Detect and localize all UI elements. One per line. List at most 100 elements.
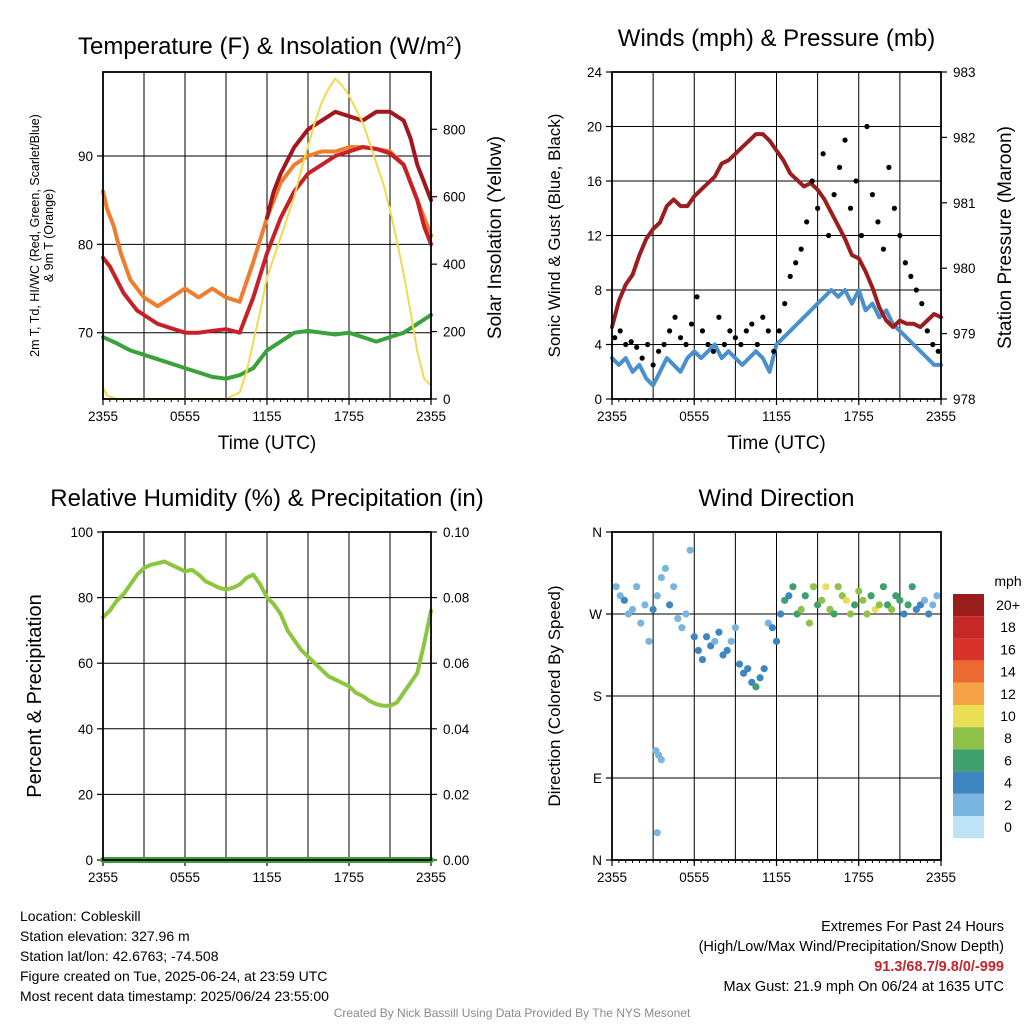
legend-swatch [953,660,984,683]
data-point [785,592,793,600]
data-point [834,583,842,591]
elevation-text: Station elevation: 327.96 m [20,928,190,944]
y-tick-label: 0 [85,853,93,868]
extremes-panel: Extremes For Past 24 Hours (High/Low/Max… [699,917,1004,997]
data-point [688,321,695,327]
data-point [657,573,665,582]
data-point [809,178,815,184]
x-axis-label: Time (UTC) [727,433,826,454]
legend-swatch [953,727,984,750]
x-tick-label: 2355 [88,870,118,885]
y-right-tick-label: 0.06 [443,656,469,671]
y-right-tick-label: 200 [443,325,466,340]
y-axis-label: Percent & Precipitation [24,594,46,797]
data-point [900,610,908,618]
data-point [847,205,854,211]
data-point [760,314,766,320]
legend-label: 8 [1004,730,1012,746]
chart-temp: 70 80 90 0 200 400 600 800 2355 0555 1155 1755 2355 T… [28,33,506,454]
data-point [886,164,892,170]
legend-swatch [953,682,984,705]
legend-label: 6 [1004,752,1012,768]
series-line-rh-0 [101,559,433,708]
data-point [913,287,919,293]
data-point [752,683,760,691]
data-point [836,164,843,170]
y-right-tick-label: 980 [953,261,976,276]
data-point [727,637,735,645]
data-point [933,592,941,600]
y-right-tick-label: 0.00 [443,853,469,868]
x-tick-label: 2355 [416,870,446,885]
data-point [653,829,661,837]
x-tick-label: 2355 [88,409,118,424]
y-right-tick-label: 600 [443,190,466,205]
data-point [875,601,883,609]
legend-label: 20+ [996,597,1020,613]
data-point [612,335,618,341]
data-point [797,605,805,614]
y-tick-label: 100 [70,525,93,540]
data-point [628,605,637,614]
legend-label: 12 [1000,686,1016,702]
data-point [612,583,620,591]
extremes-values: 91.3/68.7/9.8/0/-999 [874,959,1004,975]
data-point [633,583,641,591]
y-tick-label: 90 [78,149,93,164]
y-tick-label: 80 [78,237,93,252]
legend-swatch [953,705,984,728]
data-point [699,328,706,334]
y-tick-label: 80 [78,591,93,606]
y-right-tick-label: 979 [953,327,976,342]
x-tick-label: 1755 [334,870,364,885]
data-point [888,605,896,614]
data-point [743,328,749,334]
data-point [723,646,731,655]
y-right-tick-label: 0 [443,392,451,407]
data-point [935,348,941,354]
legend-swatch [953,749,984,772]
y-tick-label: S [593,689,602,704]
data-point [846,610,855,618]
y-tick-label: N [592,853,602,868]
legend-swatch [953,638,984,661]
series-dir-0 [612,546,941,837]
y-tick-label: 16 [587,174,602,189]
data-point [670,583,678,591]
data-point [891,205,897,211]
chart-wind: 0 4 8 12 16 20 24 978 979 980 981 982 983 2355 0555 115… [545,25,1016,454]
y-tick-label: 70 [78,326,93,341]
x-axis-label: Time (UTC) [218,433,317,454]
data-point [929,601,937,609]
data-point [920,596,929,604]
series-wind-2 [612,123,941,368]
x-tick-label: 2355 [926,409,956,424]
data-point [732,335,738,341]
x-tick-label: 2355 [597,870,627,885]
data-point [867,592,875,600]
data-point [650,362,656,368]
data-point [904,601,912,609]
y-right-tick-label: 0.02 [443,787,469,802]
series-line-temp-3 [101,313,433,381]
x-tick-label: 1155 [252,870,281,885]
data-point [809,583,818,591]
y-tick-label: 24 [587,65,603,80]
y-right-tick-label: 978 [953,392,976,407]
y-axis-label: Direction (Colored By Speed) [545,585,564,806]
data-point [698,655,707,664]
chart-title: Temperature (F) & Insolation (W/m2) [78,33,462,60]
data-point [711,637,719,645]
data-point [653,592,661,600]
data-point [831,192,837,198]
y-tick-label: 40 [78,722,93,737]
y-tick-label: W [589,607,602,622]
data-point [661,341,667,348]
y-right-tick-label: 0.08 [443,591,469,606]
y-right-tick-label: 800 [443,122,466,137]
data-point [634,344,640,350]
data-point [686,546,694,554]
data-point [694,646,702,655]
data-point [705,341,711,348]
y-right-axis-label: Solar Insolation (Yellow) [485,136,506,339]
